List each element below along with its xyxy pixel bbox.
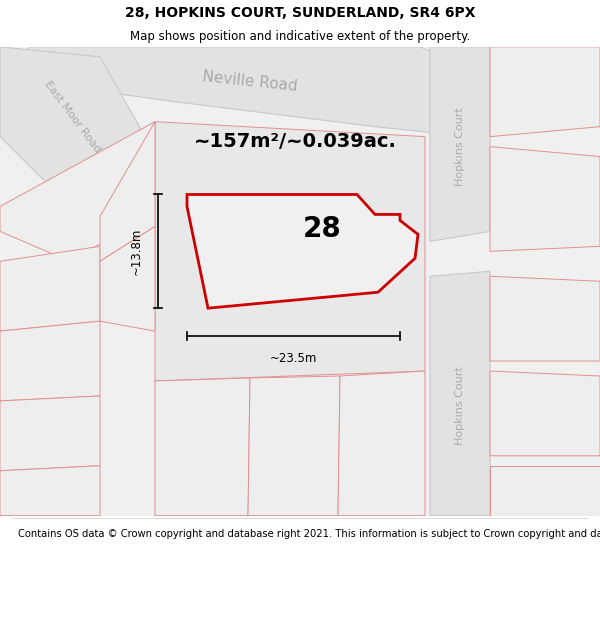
Text: Hopkins Court: Hopkins Court [455,107,465,186]
Polygon shape [248,376,340,516]
Text: Contains OS data © Crown copyright and database right 2021. This information is : Contains OS data © Crown copyright and d… [18,529,600,539]
Polygon shape [0,122,155,261]
Text: ~23.5m: ~23.5m [270,351,317,364]
Polygon shape [490,371,600,456]
Polygon shape [430,47,490,241]
Polygon shape [100,122,155,261]
Polygon shape [0,396,100,471]
Polygon shape [187,194,418,308]
Polygon shape [0,466,100,516]
Polygon shape [155,122,425,381]
Text: 28, HOPKINS COURT, SUNDERLAND, SR4 6PX: 28, HOPKINS COURT, SUNDERLAND, SR4 6PX [125,6,475,20]
Polygon shape [0,321,100,401]
Polygon shape [0,47,600,516]
Polygon shape [0,246,100,331]
Polygon shape [100,226,155,331]
Text: ~13.8m: ~13.8m [130,228,143,275]
Polygon shape [338,371,425,516]
Polygon shape [155,378,250,516]
Text: Map shows position and indicative extent of the property.: Map shows position and indicative extent… [130,30,470,43]
Text: ~157m²/~0.039ac.: ~157m²/~0.039ac. [194,132,397,151]
Polygon shape [490,466,600,516]
Polygon shape [490,147,600,251]
Polygon shape [0,47,510,137]
Polygon shape [490,276,600,361]
Polygon shape [430,271,490,516]
Text: Hopkins Court: Hopkins Court [455,366,465,445]
Text: East Moor Road: East Moor Road [42,79,102,154]
Text: Neville Road: Neville Road [202,69,298,94]
Polygon shape [0,47,165,221]
Polygon shape [490,47,600,137]
Text: 28: 28 [303,215,342,242]
